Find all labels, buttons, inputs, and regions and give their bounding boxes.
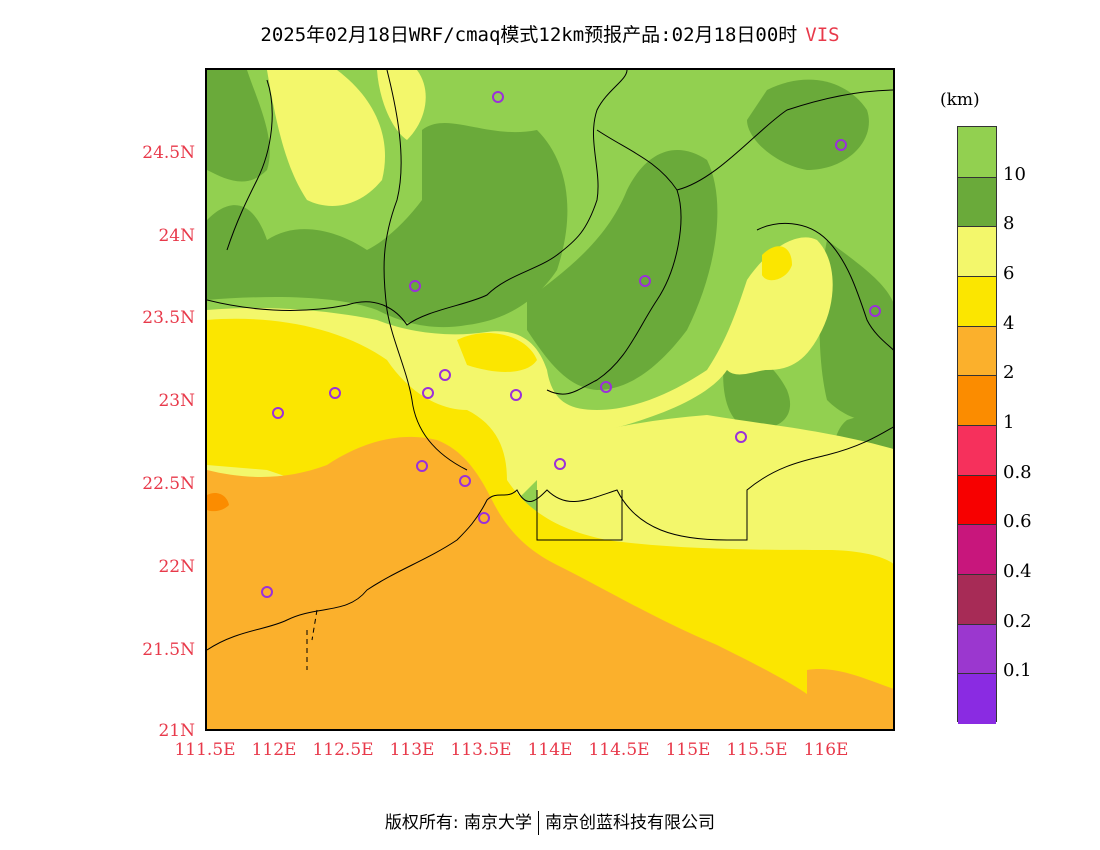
- legend-swatch: [958, 673, 996, 725]
- station-marker: [600, 381, 612, 393]
- legend-label: 6: [1003, 263, 1015, 284]
- lon-label: 113E: [389, 740, 435, 760]
- copyright-footer: 版权所有: 南京大学 南京创蓝科技有限公司: [0, 808, 1100, 835]
- region-vis-1to2: [207, 493, 229, 512]
- coastline: [207, 426, 893, 651]
- lon-label: 115.5E: [726, 740, 788, 760]
- station-marker: [409, 280, 421, 292]
- legend-label: 1: [1003, 412, 1015, 433]
- province-boundary-2: [383, 70, 468, 471]
- footer-separator: [538, 811, 540, 835]
- province-boundary-1: [207, 70, 628, 326]
- legend-swatch: [958, 623, 996, 675]
- lon-label: 113.5E: [450, 740, 512, 760]
- province-boundary-3: [546, 129, 682, 395]
- chart-title: 2025年02月18日WRF/cmaq模式12km预报产品:02月18日00时 V…: [0, 20, 1100, 47]
- region-vis-4to6: [207, 318, 893, 714]
- region-vis-6to8-nw: [267, 70, 385, 206]
- lat-label: 23N: [158, 391, 195, 411]
- station-markers: [261, 91, 881, 598]
- station-marker: [478, 512, 490, 524]
- station-marker: [272, 407, 284, 419]
- legend-label: 0.2: [1003, 610, 1032, 632]
- province-boundary-5: [756, 222, 893, 351]
- region-vis-6to8-n: [377, 70, 426, 140]
- lat-label: 21.5N: [142, 640, 195, 660]
- region-vis-4to6-ne: [762, 246, 792, 281]
- region-vis-6to8-east: [537, 415, 893, 570]
- legend-label: 0.6: [1003, 511, 1032, 533]
- legend-swatch: [958, 425, 996, 477]
- copyright-left: 版权所有: 南京大学: [384, 813, 533, 833]
- legend-unit: (km): [940, 90, 980, 110]
- border-shenzhen-hk: [536, 490, 623, 541]
- lon-label: 116E: [803, 740, 849, 760]
- map-svg: [207, 70, 893, 729]
- station-marker: [261, 586, 273, 598]
- province-boundary-6: [226, 79, 273, 251]
- lon-label: 112.5E: [312, 740, 374, 760]
- legend-swatch: [958, 574, 996, 626]
- legend-swatch: [958, 375, 996, 427]
- station-marker: [510, 389, 522, 401]
- region-vis-8to10-north: [207, 70, 270, 182]
- region-vis-8to10-center: [527, 150, 718, 390]
- legend-swatch: [958, 524, 996, 576]
- station-marker: [869, 305, 881, 317]
- legend-label: 2: [1003, 362, 1015, 384]
- region-vis-4to6-blob: [457, 332, 537, 372]
- station-marker: [439, 369, 451, 381]
- station-marker: [416, 460, 428, 472]
- lon-label: 114E: [527, 740, 573, 760]
- station-marker: [422, 387, 434, 399]
- region-vis-2to4-se: [807, 669, 893, 729]
- legend-swatch: [958, 474, 996, 526]
- legend-swatch: [958, 226, 996, 278]
- legend-colorbar: [957, 126, 997, 725]
- lon-label: 114.5E: [588, 740, 650, 760]
- legend-label: 0.1: [1003, 660, 1032, 682]
- station-marker: [735, 431, 747, 443]
- lon-label: 112E: [251, 740, 297, 760]
- region-vis-8to10-west: [207, 122, 568, 328]
- station-marker: [329, 387, 341, 399]
- lon-label: 111.5E: [174, 740, 236, 760]
- lat-label: 22.5N: [142, 474, 195, 494]
- legend-label: 0.4: [1003, 561, 1032, 582]
- copyright-right: 南京创蓝科技有限公司: [545, 813, 716, 833]
- region-vis-8to10-east: [747, 79, 869, 170]
- lat-label: 22N: [158, 557, 195, 577]
- station-marker: [492, 91, 504, 103]
- legend-swatch: [958, 325, 996, 377]
- station-marker: [554, 458, 566, 470]
- lat-label: 24N: [158, 226, 195, 246]
- region-vis-2to4: [207, 436, 827, 729]
- lat-label: 21N: [158, 721, 195, 741]
- station-marker: [459, 475, 471, 487]
- station-marker: [639, 275, 651, 287]
- visibility-map: [205, 68, 895, 731]
- title-variable: VIS: [805, 24, 840, 46]
- legend-label: 10: [1003, 163, 1026, 185]
- lat-label: 24.5N: [142, 143, 195, 163]
- legend-label: 8: [1003, 213, 1015, 235]
- legend-label: 0.8: [1003, 461, 1032, 483]
- title-main: 2025年02月18日WRF/cmaq模式12km预报产品:02月18日00时: [260, 24, 798, 46]
- legend-swatch: [958, 127, 996, 178]
- lon-label: 115E: [665, 740, 711, 760]
- station-marker: [835, 139, 847, 151]
- lat-label: 23.5N: [142, 308, 195, 328]
- legend-label: 4: [1003, 312, 1015, 334]
- province-boundary-4: [676, 89, 893, 191]
- legend-swatch: [958, 276, 996, 328]
- region-vis-8to10-ne: [819, 240, 893, 421]
- legend-swatch: [958, 176, 996, 228]
